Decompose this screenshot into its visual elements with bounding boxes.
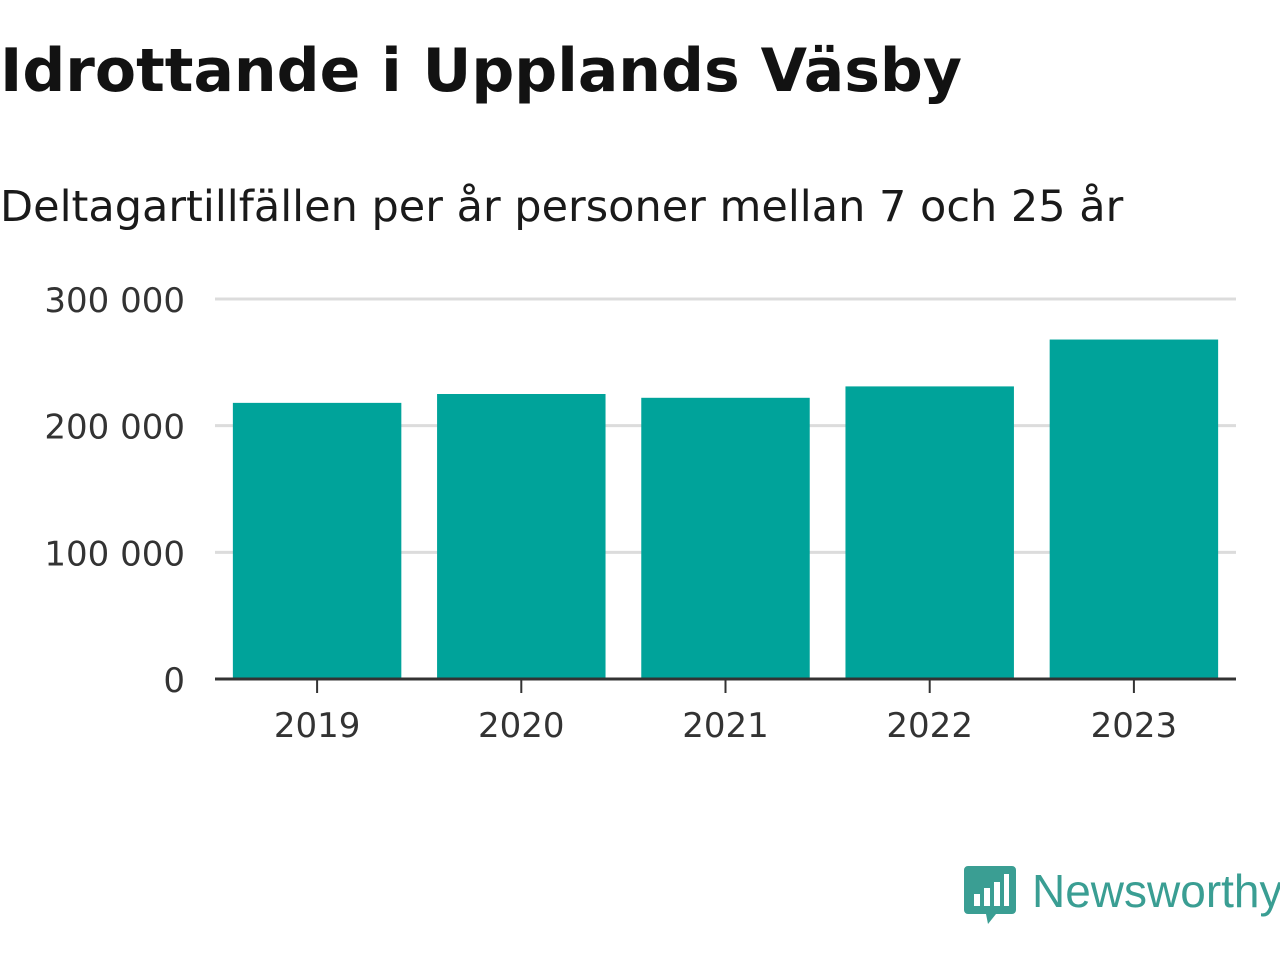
y-tick-label: 300 000 (44, 281, 185, 321)
brand-name: Newsworthy (1032, 865, 1280, 917)
x-tick-label: 2021 (682, 706, 769, 746)
bar-2023 (1049, 339, 1219, 679)
y-tick-label: 0 (163, 661, 185, 701)
x-tick-label: 2019 (274, 706, 361, 746)
bars (232, 339, 1219, 679)
x-axis (215, 677, 1236, 693)
newsworthy-logo: Newsworthy (962, 862, 1280, 932)
bar-2019 (232, 402, 402, 679)
y-tick-label: 200 000 (44, 408, 185, 448)
chart-subtitle: Deltagartillfällen per år personer mella… (0, 182, 1124, 232)
x-tick-label: 2023 (1091, 706, 1178, 746)
newsworthy-logo-icon (964, 866, 1016, 924)
x-tick-label: 2020 (478, 706, 565, 746)
y-axis-labels: 0 100 000 200 000 300 000 (44, 281, 185, 701)
bar-2021 (641, 397, 810, 679)
x-axis-labels: 2019 2020 2021 2022 2023 (274, 706, 1177, 746)
chart-title: Idrottande i Upplands Väsby (0, 36, 962, 106)
x-tick-label: 2022 (886, 706, 973, 746)
bar-2020 (437, 394, 606, 679)
bar-2022 (845, 386, 1014, 679)
y-tick-label: 100 000 (44, 534, 185, 574)
